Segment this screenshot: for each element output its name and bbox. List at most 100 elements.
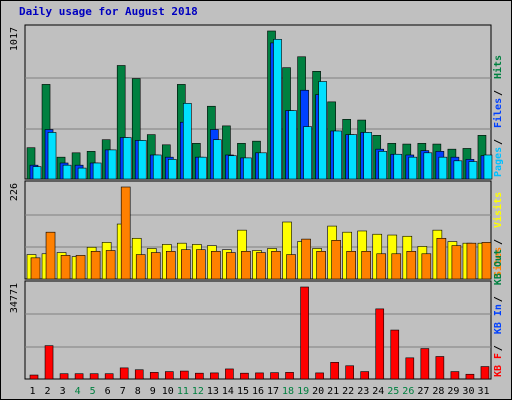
bar-bottom-kb-f-1 <box>29 374 39 380</box>
bar-bottom-kb-f-4 <box>74 373 84 380</box>
bar-bottom-kb-f-27 <box>420 348 430 380</box>
x-tick-label-15: 15 <box>237 386 249 397</box>
bar-middle-sites-20 <box>316 251 326 280</box>
bar-bottom-kb-f-19 <box>300 286 309 380</box>
x-tick-label-6: 6 <box>105 386 111 397</box>
right-label-sep-bottom-1: / <box>493 296 504 302</box>
x-tick-label-20: 20 <box>312 386 324 397</box>
x-tick-label-18: 18 <box>282 386 294 397</box>
bar-middle-sites-9 <box>150 252 161 280</box>
x-tick-label-26: 26 <box>402 386 414 397</box>
x-tick-label-1: 1 <box>30 386 36 397</box>
x-tick-label-7: 7 <box>120 386 126 397</box>
x-tick-label-24: 24 <box>372 386 384 397</box>
x-tick-label-23: 23 <box>357 386 369 397</box>
bar-middle-sites-27 <box>421 253 432 280</box>
x-tick-label-8: 8 <box>135 386 141 397</box>
bar-top-pages-24 <box>378 151 388 180</box>
x-tick-label-22: 22 <box>342 386 354 397</box>
bar-bottom-kb-f-31 <box>480 366 490 380</box>
x-tick-label-11: 11 <box>177 386 189 397</box>
bar-middle-sites-29 <box>451 245 462 280</box>
bar-middle-sites-13 <box>211 251 221 280</box>
bar-top-pages-10 <box>167 159 177 180</box>
bar-bottom-kb-f-13 <box>210 372 219 380</box>
bar-bottom-kb-f-29 <box>450 371 460 380</box>
x-tick-label-28: 28 <box>432 386 444 397</box>
chart-title: Daily usage for August 2018 <box>19 5 198 18</box>
bar-top-pages-5 <box>92 162 102 180</box>
x-tick-label-10: 10 <box>162 386 174 397</box>
bar-middle-sites-12 <box>196 249 206 280</box>
bar-middle-sites-21 <box>331 240 341 280</box>
right-label-top-files: Files <box>492 98 504 128</box>
bar-bottom-kb-f-14 <box>225 368 234 380</box>
ymax-label-middle: 226 <box>9 183 20 201</box>
bar-top-pages-3 <box>62 164 72 180</box>
right-label-middle-sites: Sites <box>492 247 504 277</box>
bar-top-pages-23 <box>363 132 373 180</box>
bar-middle-sites-28 <box>436 237 447 280</box>
bar-middle-sites-24 <box>376 253 387 280</box>
bar-bottom-kb-f-28 <box>435 356 445 380</box>
bar-top-pages-29 <box>453 160 463 180</box>
right-label-top-hits: Hits <box>492 55 504 79</box>
bar-top-pages-13 <box>213 139 222 180</box>
bar-top-pages-31 <box>483 154 493 180</box>
bar-middle-sites-8 <box>135 254 146 280</box>
x-tick-label-3: 3 <box>60 386 66 397</box>
bar-bottom-kb-f-15 <box>240 372 249 380</box>
x-tick-label-16: 16 <box>252 386 264 397</box>
right-label-sep-top-0: / <box>493 139 504 145</box>
bar-bottom-kb-f-11 <box>180 370 189 380</box>
bar-top-pages-27 <box>423 152 433 180</box>
bar-middle-sites-3 <box>60 255 71 280</box>
ymax-label-top: 1017 <box>9 27 20 51</box>
bar-bottom-kb-f-10 <box>164 371 174 380</box>
right-label-middle-visits: Visits <box>492 192 504 228</box>
bar-top-pages-9 <box>152 154 162 180</box>
bar-top-pages-17 <box>273 38 282 180</box>
right-label-bottom-kb-out: KB Out <box>493 249 504 285</box>
bar-top-pages-25 <box>393 153 403 180</box>
bar-bottom-kb-f-9 <box>149 372 159 380</box>
bar-middle-sites-17 <box>271 251 281 280</box>
bar-bottom-kb-f-8 <box>134 369 144 380</box>
bar-bottom-kb-f-26 <box>405 357 415 380</box>
x-tick-label-14: 14 <box>222 386 234 397</box>
bar-top-pages-2 <box>47 132 57 180</box>
bar-bottom-kb-f-5 <box>89 373 99 380</box>
bar-middle-sites-31 <box>481 242 492 280</box>
x-tick-label-5: 5 <box>90 386 96 397</box>
bar-top-pages-6 <box>107 149 117 180</box>
bar-bottom-kb-f-12 <box>195 372 204 380</box>
bar-middle-sites-16 <box>256 252 266 280</box>
bar-bottom-kb-f-6 <box>104 373 114 380</box>
bar-middle-sites-25 <box>391 253 402 280</box>
x-tick-label-17: 17 <box>267 386 279 397</box>
bar-middle-sites-23 <box>361 251 372 280</box>
bar-bottom-kb-f-20 <box>315 372 324 380</box>
x-tick-label-25: 25 <box>387 386 399 397</box>
bar-middle-sites-26 <box>406 251 417 280</box>
x-tick-label-4: 4 <box>75 386 81 397</box>
bar-middle-sites-14 <box>226 252 236 280</box>
bar-top-pages-15 <box>243 157 252 180</box>
right-label-bottom-kb-f: KB F <box>493 353 504 377</box>
x-tick-label-19: 19 <box>297 386 309 397</box>
bar-bottom-kb-f-23 <box>360 371 370 380</box>
bar-top-pages-30 <box>468 161 478 180</box>
x-tick-label-2: 2 <box>45 386 51 397</box>
x-tick-label-29: 29 <box>447 386 459 397</box>
bar-middle-sites-1 <box>30 257 41 280</box>
bar-bottom-kb-f-17 <box>270 372 279 380</box>
bar-bottom-kb-f-30 <box>465 373 475 380</box>
bar-top-pages-21 <box>333 130 342 180</box>
bar-middle-sites-22 <box>346 251 356 280</box>
bar-middle-sites-10 <box>165 251 176 280</box>
x-tick-label-9: 9 <box>150 386 156 397</box>
bar-top-pages-20 <box>318 81 327 180</box>
bar-top-pages-4 <box>77 167 87 180</box>
